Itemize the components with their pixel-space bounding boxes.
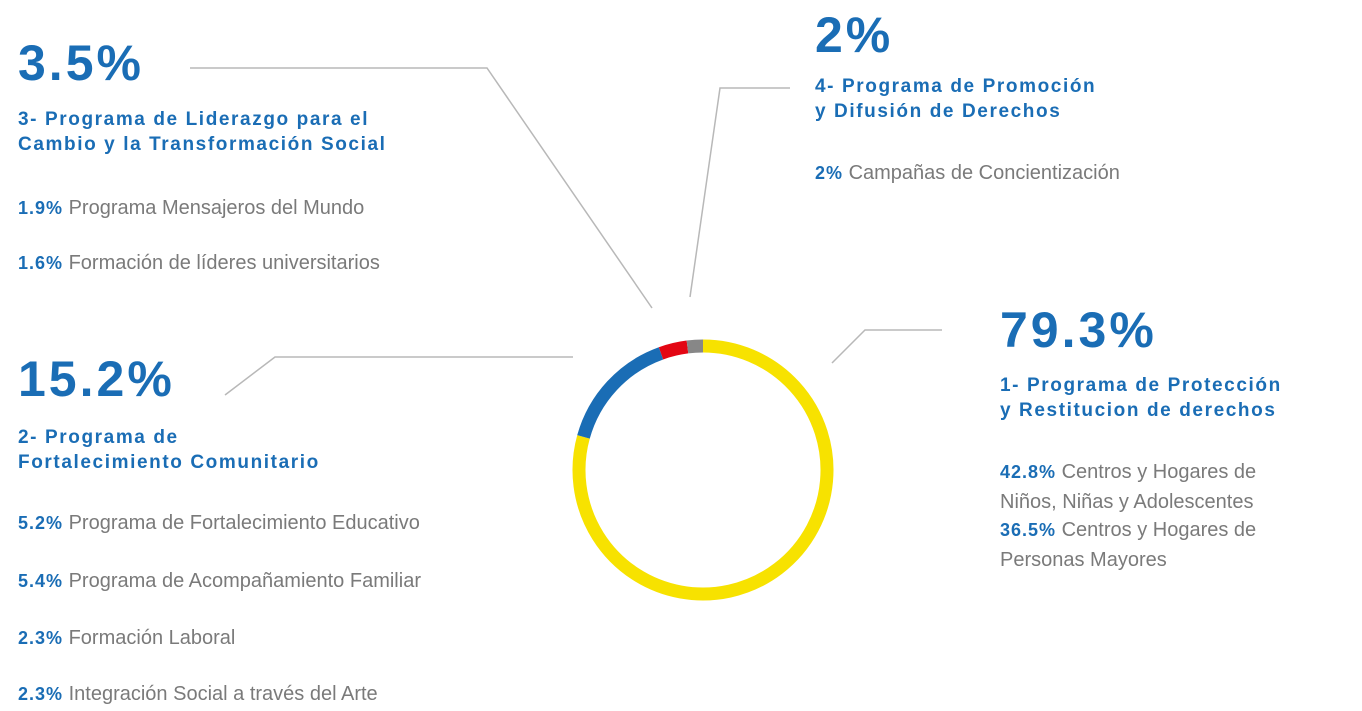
group-title: 1- Programa de Protección y Restitucion d…: [1000, 373, 1282, 423]
donut-segment: [572, 339, 834, 601]
sub-percentage: 2.3%: [18, 684, 64, 704]
title-line: y Difusión de Derechos: [815, 101, 1062, 122]
leader-line: [689, 87, 790, 298]
sub-item: 42.8% Centros y Hogares de Niños, Niñas …: [1000, 457, 1315, 517]
sub-label: Centros y Hogares de Niños, Niñas y Adol…: [1000, 461, 1257, 513]
sub-percentage: 36.5%: [1000, 520, 1057, 540]
group-title: 2- Programa de Fortalecimiento Comunitari…: [18, 425, 320, 475]
leader-line: [190, 67, 653, 309]
sub-item: 5.2% Programa de Fortalecimiento Educati…: [18, 508, 618, 538]
sub-item: 2% Campañas de Concientización: [815, 158, 1315, 188]
title-line: Cambio y la Transformación Social: [18, 134, 387, 155]
title-line: 1- Programa de Protección: [1000, 375, 1282, 396]
percentage: 3.5%: [18, 35, 144, 91]
sub-percentage: 42.8%: [1000, 462, 1057, 482]
sub-label: Formación Laboral: [68, 627, 236, 649]
donut-segment: [686, 339, 704, 354]
donut-segment: [577, 347, 664, 439]
sub-label: Integración Social a través del Arte: [68, 683, 378, 705]
sub-label: Campañas de Concientización: [848, 162, 1120, 184]
title-line: 3- Programa de Liderazgo para el: [18, 109, 370, 130]
sub-item: 2.3% Formación Laboral: [18, 623, 618, 653]
sub-label: Centros y Hogares de Personas Mayores: [1000, 519, 1257, 571]
title-line: 2- Programa de: [18, 427, 179, 448]
sub-percentage: 5.4%: [18, 571, 64, 591]
percentage: 79.3%: [1000, 302, 1157, 358]
sub-label: Formación de líderes universitarios: [68, 252, 380, 274]
group-title: 4- Programa de Promoción y Difusión de De…: [815, 74, 1096, 124]
sub-item: 36.5% Centros y Hogares de Personas Mayo…: [1000, 515, 1315, 575]
leader-line: [831, 329, 942, 364]
sub-label: Programa Mensajeros del Mundo: [68, 197, 365, 219]
leader-lines: [190, 67, 942, 396]
title-line: 4- Programa de Promoción: [815, 76, 1097, 97]
sub-item: 5.4% Programa de Acompañamiento Familiar: [18, 566, 618, 596]
sub-percentage: 1.9%: [18, 198, 64, 218]
title-line: y Restitucion de derechos: [1000, 400, 1277, 421]
percentage: 15.2%: [18, 351, 175, 407]
sub-label: Programa de Acompañamiento Familiar: [68, 570, 421, 592]
group-title: 3- Programa de Liderazgo para el Cambio y…: [18, 107, 387, 157]
sub-item: 2.3% Integración Social a través del Art…: [18, 679, 618, 709]
title-line: Fortalecimiento Comunitario: [18, 452, 320, 473]
sub-item: 1.6% Formación de líderes universitarios: [18, 248, 618, 278]
sub-percentage: 5.2%: [18, 513, 64, 533]
sub-item: 1.9% Programa Mensajeros del Mundo: [18, 193, 618, 223]
sub-percentage: 1.6%: [18, 253, 64, 273]
leader-line: [224, 356, 573, 396]
sub-percentage: 2.3%: [18, 628, 64, 648]
donut-segment: [658, 340, 689, 360]
sub-label: Programa de Fortalecimiento Educativo: [68, 512, 420, 534]
percentage: 2%: [815, 7, 894, 63]
sub-percentage: 2%: [815, 163, 844, 183]
